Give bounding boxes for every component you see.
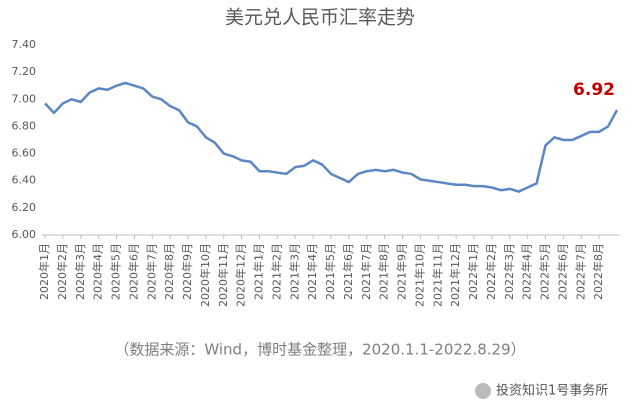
- x-tick-label: 2021年12月: [448, 243, 462, 307]
- x-tick-label: 2020年1月: [37, 243, 51, 300]
- x-tick-label: 2021年8月: [377, 243, 391, 300]
- x-tick-label: 2022年1月: [466, 243, 480, 300]
- source-note: （数据来源：Wind，博时基金整理，2020.1.1-2022.8.29）: [114, 341, 525, 359]
- y-tick-label: 7.00: [12, 92, 37, 105]
- x-tick-label: 2022年7月: [573, 243, 587, 300]
- end-value-label: 6.92: [573, 80, 615, 100]
- y-tick-label: 6.20: [12, 201, 37, 214]
- x-tick-label: 2021年1月: [252, 243, 266, 300]
- y-tick-label: 6.40: [12, 174, 37, 187]
- x-tick-label: 2020年5月: [109, 243, 123, 300]
- x-tick-label: 2020年2月: [55, 243, 69, 300]
- x-tick-label: 2022年6月: [555, 243, 569, 300]
- x-tick-label: 2021年5月: [323, 243, 337, 300]
- x-tick-label: 2021年6月: [341, 243, 355, 300]
- x-tick-label: 2021年4月: [305, 243, 319, 300]
- y-tick-label: 6.60: [12, 147, 37, 160]
- y-tick-label: 7.20: [12, 65, 37, 78]
- x-tick-label: 2020年12月: [234, 243, 248, 307]
- y-tick-label: 6.00: [12, 228, 37, 241]
- x-tick-label: 2020年9月: [180, 243, 194, 300]
- chart-title: 美元兑人民币汇率走势: [225, 7, 415, 29]
- y-tick-label: 7.40: [12, 38, 37, 51]
- watermark: 投资知识1号事务所: [496, 383, 608, 399]
- x-tick-label: 2020年8月: [162, 243, 176, 300]
- x-tick-label: 2021年7月: [359, 243, 373, 300]
- x-tick-label: 2020年7月: [144, 243, 158, 300]
- x-tick-label: 2022年3月: [502, 243, 516, 300]
- x-tick-label: 2020年11月: [216, 243, 230, 307]
- x-tick-label: 2020年4月: [91, 243, 105, 300]
- y-tick-label: 6.80: [12, 119, 37, 132]
- x-tick-label: 2020年3月: [73, 243, 87, 300]
- x-tick-label: 2021年10月: [412, 243, 426, 307]
- x-tick-label: 2020年6月: [126, 243, 140, 300]
- x-tick-label: 2022年2月: [484, 243, 498, 300]
- x-tick-label: 2021年2月: [269, 243, 283, 300]
- x-tick-label: 2022年4月: [520, 243, 534, 300]
- watermark-icon: [475, 383, 491, 399]
- x-tick-label: 2022年5月: [538, 243, 552, 300]
- x-tick-label: 2021年3月: [287, 243, 301, 300]
- line-series: [44, 81, 619, 193]
- x-tick-label: 2022年8月: [591, 243, 605, 300]
- x-tick-label: 2021年11月: [430, 243, 444, 307]
- x-tick-label: 2020年10月: [198, 243, 212, 307]
- x-tick-label: 2021年9月: [395, 243, 409, 300]
